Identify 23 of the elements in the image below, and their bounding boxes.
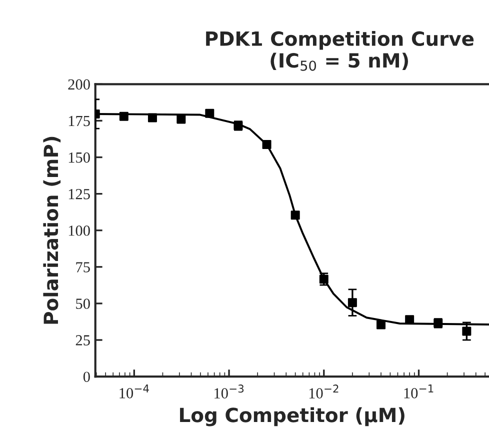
- point: [205, 108, 214, 118]
- y-tick-label: 150: [68, 152, 90, 163]
- point: [376, 320, 386, 330]
- y-axis-title: Polarization (mP): [43, 136, 61, 324]
- y-tick-label: 0: [83, 372, 90, 382]
- y-tick-label: 200: [68, 79, 90, 90]
- point: [176, 114, 186, 124]
- y-tick-label: 175: [68, 116, 90, 126]
- y-tick-label: 25: [76, 335, 90, 346]
- point: [148, 113, 157, 122]
- y-tick-label: 75: [76, 262, 90, 272]
- y-tick-label: 50: [76, 298, 90, 309]
- x-tick-label: 10$^{−3}$: [214, 384, 244, 398]
- y-tick-label: 125: [68, 188, 90, 200]
- y-tick-label: 100: [68, 226, 90, 236]
- point: [262, 140, 272, 150]
- chart-title: PDK1 Competition Curve (IC$_{50}$ = 5 nM): [206, 30, 474, 71]
- point: [119, 112, 128, 121]
- x-tick-label: 10$^{−4}$: [120, 384, 149, 398]
- point: [290, 210, 300, 220]
- x-tick-label: 10$^{−1}$: [404, 384, 434, 398]
- x-tick-label: 10$^{−2}$: [309, 384, 338, 398]
- x-axis-title: Log Competitor (μM): [180, 407, 404, 426]
